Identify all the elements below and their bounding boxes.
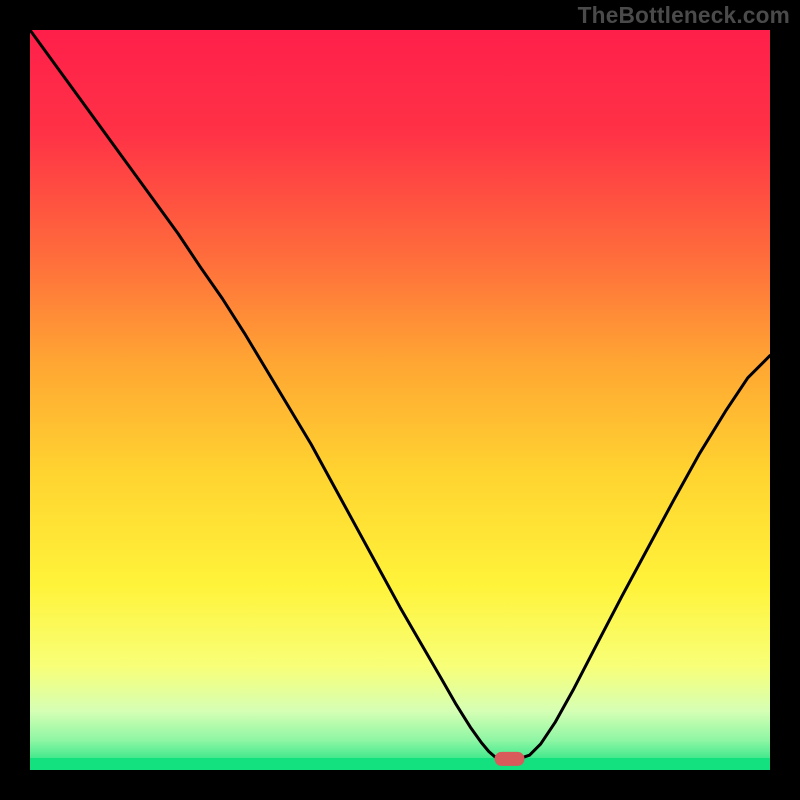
watermark-text: TheBottleneck.com: [578, 2, 790, 29]
bottom-green-band: [30, 758, 770, 770]
bottleneck-chart: [0, 0, 800, 800]
chart-stage: TheBottleneck.com: [0, 0, 800, 800]
plot-background: [30, 30, 770, 770]
trough-marker: [495, 752, 525, 766]
